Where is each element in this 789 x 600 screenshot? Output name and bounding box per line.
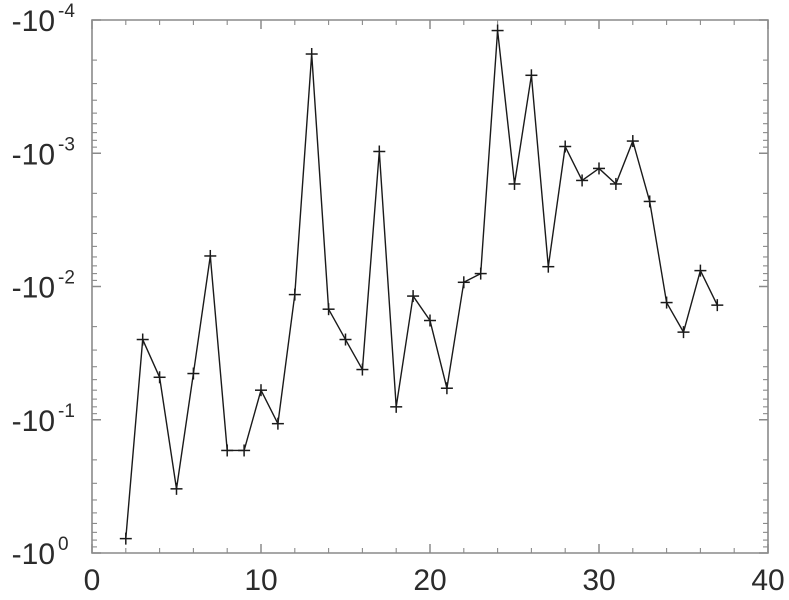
x-tick-label: 10 — [244, 564, 277, 597]
data-point-marker — [694, 264, 707, 277]
y-tick-label: -10 -2 — [12, 268, 75, 305]
data-point-marker — [187, 367, 200, 380]
svg-text:-2: -2 — [58, 268, 75, 289]
svg-text:-4: -4 — [58, 1, 75, 22]
y-tick-label: -10 -3 — [12, 134, 75, 171]
data-point-marker — [288, 288, 301, 301]
data-point-marker — [542, 260, 555, 273]
axis-tick-marks — [91, 19, 769, 554]
data-point-marker — [271, 417, 284, 430]
y-tick-label: -10 -1 — [12, 401, 75, 438]
data-point-marker — [204, 249, 217, 262]
data-point-marker — [576, 174, 589, 187]
data-point-marker — [593, 162, 605, 175]
data-point-marker — [390, 400, 403, 413]
x-tick-label: 40 — [751, 564, 784, 597]
data-point-marker — [356, 363, 369, 376]
data-point-marker — [424, 314, 436, 327]
data-point-marker — [373, 145, 386, 158]
data-point-marker — [440, 382, 453, 395]
x-tick-label: 30 — [582, 564, 615, 597]
data-point-marker — [508, 177, 521, 190]
svg-text:-1: -1 — [58, 401, 75, 422]
data-point-marker — [305, 48, 318, 61]
data-point-marker — [136, 333, 149, 346]
data-point-marker — [626, 135, 639, 148]
data-point-marker — [255, 384, 267, 397]
y-tick-label: -10 -4 — [12, 1, 76, 38]
data-point-marker — [170, 482, 183, 495]
data-point-marker — [491, 24, 504, 37]
y-tick-label: -10 0 — [12, 534, 69, 571]
x-tick-label: 20 — [413, 564, 446, 597]
data-point-marker — [221, 444, 234, 457]
data-point-marker — [119, 532, 132, 545]
data-point-markers — [119, 24, 724, 545]
x-axis-tick-labels: 0 10 20 30 40 — [84, 564, 785, 597]
svg-text:-10: -10 — [12, 272, 55, 305]
data-point-marker — [339, 333, 352, 346]
data-point-marker — [153, 371, 166, 384]
x-tick-label: 0 — [84, 564, 101, 597]
data-point-marker — [711, 299, 724, 312]
data-point-marker — [643, 195, 656, 208]
data-point-marker — [407, 290, 420, 303]
svg-text:-3: -3 — [58, 134, 75, 155]
data-series-line — [125, 29, 718, 540]
plot-axes-frame — [91, 19, 769, 554]
svg-text:-10: -10 — [12, 538, 55, 571]
data-point-marker — [677, 326, 690, 339]
data-point-marker — [559, 140, 572, 153]
data-point-marker — [525, 69, 538, 82]
svg-text:0: 0 — [58, 534, 69, 555]
y-axis-tick-labels: -10 -4-10 -3-10 -2-10 -1-10 0 — [12, 1, 76, 571]
svg-text:-10: -10 — [12, 138, 55, 171]
svg-text:-10: -10 — [12, 405, 55, 438]
data-point-marker — [609, 177, 622, 190]
data-point-marker — [322, 303, 335, 316]
data-point-marker — [474, 267, 487, 280]
data-point-marker — [660, 296, 673, 309]
data-point-marker — [238, 444, 251, 457]
data-point-marker — [457, 276, 470, 289]
svg-text:-10: -10 — [12, 5, 55, 38]
